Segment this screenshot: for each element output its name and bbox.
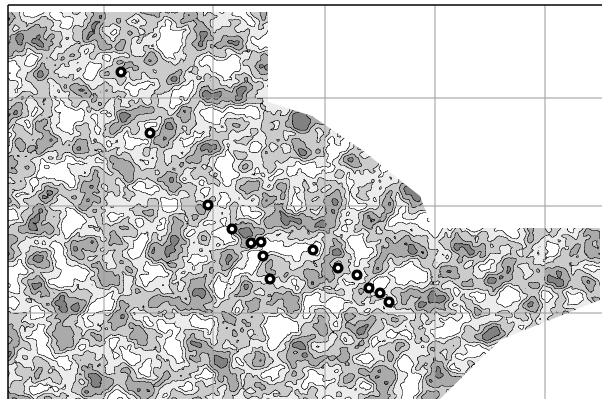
site-marker-center [230,227,234,231]
site-marker-center [148,131,152,135]
site-marker-center [378,291,382,295]
site-marker-center [367,286,371,290]
contour-map [0,0,602,399]
site-marker-center [206,203,210,207]
site-marker-center [387,300,391,304]
site-marker-center [268,277,272,281]
site-marker-center [336,266,340,270]
site-marker-center [311,248,315,252]
site-marker-center [119,70,123,74]
site-marker-center [249,241,253,245]
site-marker-center [355,273,359,277]
page: (() => { const g = document.getElementBy… [0,0,602,399]
site-marker-center [259,240,263,244]
site-marker-center [261,254,265,258]
